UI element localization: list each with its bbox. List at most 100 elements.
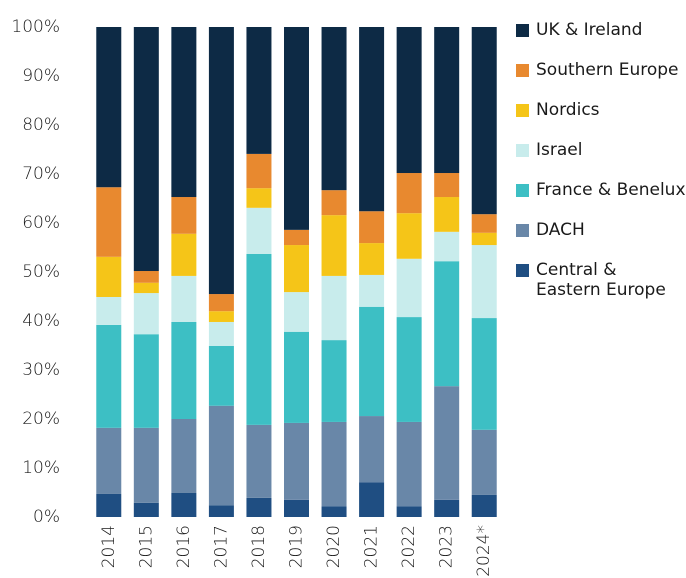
bar-segment	[321, 190, 347, 216]
x-tick-label: 2016	[174, 525, 194, 568]
y-tick-label: 30%	[22, 360, 60, 380]
bar-segment	[434, 27, 460, 174]
y-tick-label: 0%	[33, 507, 60, 527]
bar-segment	[171, 321, 197, 419]
bar-segment	[321, 275, 347, 341]
bar-segment	[321, 340, 347, 422]
bar-segment	[246, 27, 272, 154]
legend-swatch	[516, 64, 529, 77]
bar-segment	[359, 211, 385, 244]
bar-segment	[96, 493, 122, 517]
bar-segment	[96, 256, 122, 297]
x-tick-label: 2023	[437, 525, 457, 568]
bar-segment	[471, 214, 497, 233]
bar-segment	[396, 258, 422, 318]
legend-label: Southern Europe	[536, 60, 679, 80]
bar-segment	[96, 427, 122, 494]
legend-label: DACH	[536, 220, 585, 240]
legend-label: Central & Eastern Europe	[536, 260, 666, 300]
bar-segment	[434, 261, 460, 387]
bar-segment	[133, 427, 159, 503]
legend-item: UK & Ireland	[516, 20, 686, 40]
bar-segment	[96, 27, 122, 188]
legend-item: Central & Eastern Europe	[516, 260, 686, 300]
bar-segment	[208, 405, 234, 506]
bar-segment	[246, 153, 272, 189]
bar-segment	[471, 318, 497, 430]
bar-segment	[171, 275, 197, 322]
bar-segment	[133, 282, 159, 294]
legend-swatch	[516, 144, 529, 157]
x-tick-label: 2022	[399, 525, 419, 568]
bar-segment	[396, 317, 422, 422]
x-tick-label: 2021	[362, 525, 382, 568]
bar-segment	[434, 197, 460, 232]
bar-segment	[246, 188, 272, 208]
bar-segment	[359, 243, 385, 275]
legend-item: Israel	[516, 140, 686, 160]
bar-segment	[171, 197, 197, 234]
bar-segment	[133, 27, 159, 272]
bar-segment	[246, 497, 272, 517]
bar-segment	[208, 311, 234, 322]
legend-swatch	[516, 224, 529, 237]
x-tick-label: 2018	[249, 525, 269, 568]
bar-segment	[208, 27, 234, 295]
legend-item: DACH	[516, 220, 686, 240]
bar-segment	[396, 27, 422, 174]
bar-segment	[284, 331, 309, 423]
bar-segment	[133, 271, 159, 283]
bar-segment	[284, 27, 309, 230]
bar-segment	[284, 292, 309, 332]
legend-label: UK & Ireland	[536, 20, 643, 40]
legend-swatch	[516, 264, 529, 277]
y-tick-label: 70%	[22, 164, 60, 184]
bar-segment	[171, 233, 197, 276]
bar-segment	[321, 506, 347, 517]
bar-segment	[96, 296, 122, 325]
bar-segment	[396, 213, 422, 259]
x-tick-label: 2019	[287, 525, 307, 568]
bar-segment	[321, 421, 347, 507]
bar-segment	[96, 324, 122, 428]
bar-segment	[171, 419, 197, 493]
bar-segment	[321, 215, 347, 276]
bar-segment	[471, 429, 497, 495]
y-tick-label: 20%	[22, 409, 60, 429]
y-tick-label: 60%	[22, 213, 60, 233]
legend-label: France & Benelux	[536, 180, 686, 200]
y-tick-label: 100%	[11, 17, 60, 37]
x-tick-label: 2024*	[474, 525, 494, 577]
bar-segment	[208, 505, 234, 517]
bar-segment	[246, 424, 272, 498]
bar-segment	[284, 422, 309, 500]
x-tick-label: 2015	[136, 525, 156, 568]
bar-segment	[471, 27, 497, 215]
legend-swatch	[516, 24, 529, 37]
bar-segment	[471, 232, 497, 246]
x-tick-label: 2017	[211, 525, 231, 568]
y-tick-label: 40%	[22, 311, 60, 331]
bar-segment	[133, 334, 159, 428]
bar-segment	[133, 293, 159, 335]
legend-label: Israel	[536, 140, 583, 160]
bar-segment	[284, 499, 309, 517]
legend-item: France & Benelux	[516, 180, 686, 200]
x-tick-label: 2020	[324, 525, 344, 568]
legend: UK & Ireland Southern Europe Nordics Israel…	[516, 20, 686, 320]
bar-segment	[434, 231, 460, 262]
bar-segment	[359, 416, 385, 483]
bar-segment	[171, 492, 197, 517]
bar-segment	[471, 245, 497, 319]
y-tick-label: 80%	[22, 115, 60, 135]
bar-segment	[208, 294, 234, 312]
bar-segment	[96, 187, 122, 257]
bar-segment	[434, 499, 460, 517]
bar-segment	[471, 494, 497, 517]
bar-segment	[171, 27, 197, 198]
bar-segment	[133, 502, 159, 517]
bar-segment	[208, 345, 234, 406]
bar-segment	[359, 482, 385, 517]
